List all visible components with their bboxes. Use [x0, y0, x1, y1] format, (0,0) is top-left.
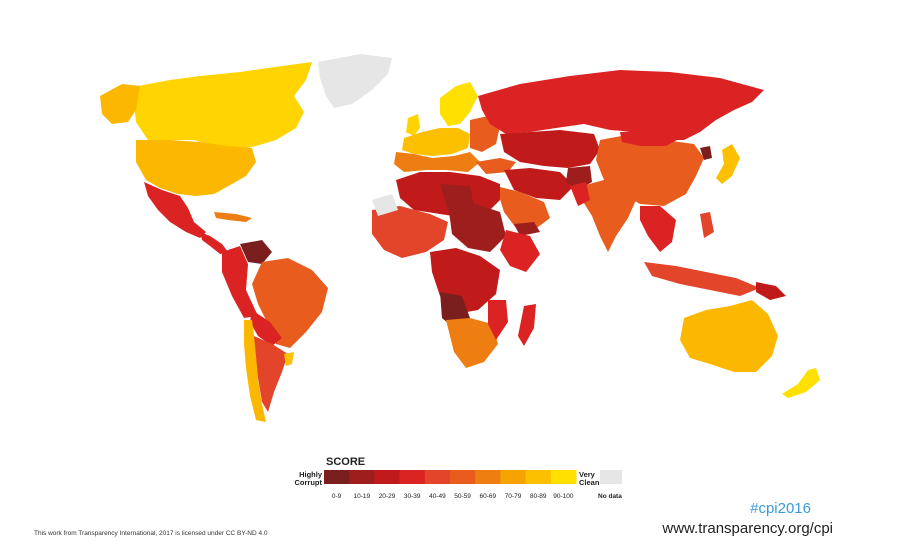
legend-low-label: Highly Corrupt	[294, 470, 323, 487]
region-uk	[406, 114, 420, 136]
region-usa	[136, 140, 256, 196]
region-japan	[716, 144, 740, 184]
region-bolivia-paraguay	[250, 310, 282, 346]
legend-swatch-10-19	[349, 470, 375, 484]
region-new-zealand	[782, 368, 820, 398]
region-caribbean	[214, 212, 252, 222]
legend-low-line2: Corrupt	[294, 478, 323, 487]
region-greenland	[318, 54, 392, 108]
legend-nodata-swatch	[600, 470, 622, 484]
region-russia	[478, 70, 764, 140]
region-mozambique	[488, 300, 508, 340]
region-mongolia	[620, 130, 684, 146]
legend-color-bar	[324, 470, 577, 484]
website-url[interactable]: www.transparency.org/cpi	[662, 520, 833, 537]
legend-range-label: 70-79	[504, 493, 522, 500]
region-central-asia	[500, 130, 600, 168]
legend-range-label: 40-49	[429, 493, 446, 500]
legend-high-line1: Very	[579, 470, 595, 479]
legend-swatch-50-59	[450, 470, 476, 484]
region-arabia	[496, 186, 550, 230]
legend-swatch-60-69	[475, 470, 501, 484]
legend-range-label: 10-19	[353, 493, 371, 500]
legend-range-label: 80-89	[529, 493, 547, 500]
region-libya	[440, 184, 474, 210]
legend-swatch-70-79	[500, 470, 527, 484]
hashtag: #cpi2016	[750, 500, 811, 517]
region-uruguay	[284, 352, 294, 366]
region-western-europe	[402, 128, 470, 156]
legend-nodata-label: No data	[598, 493, 622, 500]
region-yemen	[514, 222, 540, 236]
region-philippines	[700, 212, 714, 238]
region-australia	[680, 300, 778, 372]
legend-range-label: 50-59	[454, 493, 471, 500]
region-argentina	[254, 336, 288, 412]
region-colombia-peru	[222, 246, 258, 318]
region-north-korea	[700, 146, 712, 160]
region-sudan-sahel	[448, 204, 506, 252]
region-scandinavia	[440, 82, 478, 126]
region-west-africa	[372, 206, 448, 258]
legend-swatch-20-29	[374, 470, 401, 484]
region-india	[582, 180, 636, 252]
region-png	[756, 282, 786, 300]
region-iran-iraq	[504, 168, 574, 200]
legend-swatch-0-9	[324, 470, 350, 484]
region-mexico	[144, 182, 206, 238]
region-west-sahara	[372, 194, 398, 216]
region-indonesia	[644, 262, 760, 296]
legend-range-label: 0-9	[331, 493, 342, 500]
region-canada	[134, 62, 312, 150]
region-southern-africa	[446, 318, 498, 368]
legend-low-line1: Highly	[299, 470, 322, 479]
license-credit: This work from Transparency Internationa…	[34, 530, 268, 537]
legend-high-label: Very Clean	[579, 471, 609, 487]
region-southeast-asia	[640, 206, 676, 252]
legend-title: SCORE	[326, 456, 366, 468]
legend-high-line2: Clean	[579, 478, 600, 487]
region-chile	[244, 320, 266, 422]
region-southern-europe	[394, 152, 480, 172]
region-china	[596, 134, 704, 206]
region-alaska	[100, 84, 140, 124]
legend-swatch-40-49	[424, 470, 451, 484]
legend-range-label: 20-29	[378, 493, 396, 500]
region-pakistan	[570, 182, 590, 206]
legend-swatch-90-100	[550, 470, 577, 484]
region-venezuela	[240, 240, 272, 264]
legend-swatch-30-39	[399, 470, 426, 484]
legend-swatch-80-89	[525, 470, 552, 484]
region-madagascar	[518, 304, 536, 346]
region-central-america	[200, 232, 228, 254]
legend-range-label: 90-100	[553, 493, 574, 500]
region-horn-africa	[500, 230, 540, 272]
legend-range-label: 60-69	[479, 493, 497, 500]
legend-range-label: 30-39	[403, 493, 421, 500]
